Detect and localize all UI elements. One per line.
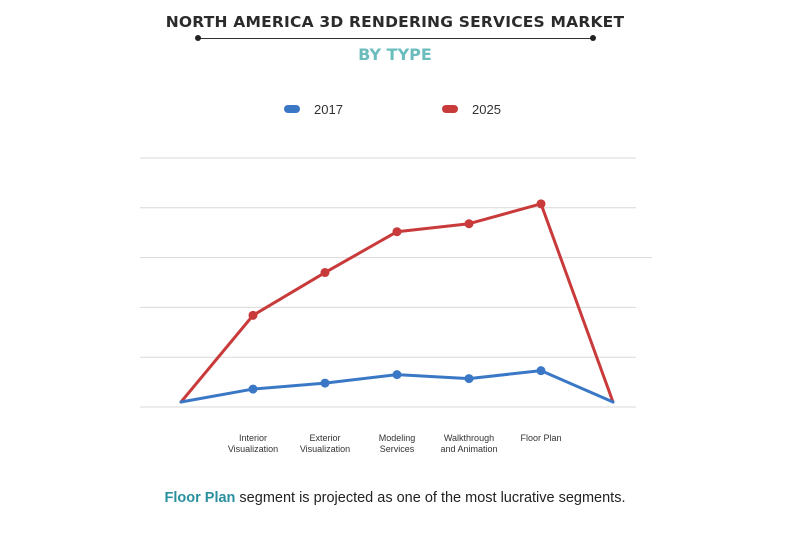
legend-swatch-2017 <box>284 105 300 113</box>
legend-label-2017: 2017 <box>314 101 343 117</box>
x-tick-label-line: Modeling <box>378 433 416 443</box>
data-point-2025[interactable] <box>320 268 330 278</box>
x-tick-label-line: and Animation <box>440 444 498 454</box>
data-point-2017[interactable] <box>536 366 546 376</box>
legend-label-2025: 2025 <box>472 101 501 117</box>
footer-highlight: Floor Plan <box>164 490 236 506</box>
x-tick-label-line: Exterior <box>309 433 341 443</box>
chart-subtitle: BY TYPE <box>358 45 432 64</box>
legend-swatch-2025 <box>442 105 458 113</box>
x-tick-label-line: Floor Plan <box>520 433 562 443</box>
x-tick-label-line: Visualization <box>227 444 279 454</box>
x-tick-label: Modeling Services <box>352 433 442 455</box>
x-tick-label: Exterior Visualization <box>280 433 370 455</box>
x-tick-label-line: Walkthrough <box>443 433 495 443</box>
data-point-2017[interactable] <box>248 384 258 394</box>
legend-item-2017: 2017 <box>284 101 343 117</box>
x-tick-label: Interior Visualization <box>208 433 298 455</box>
data-point-2017[interactable] <box>320 378 330 388</box>
x-tick-label-line: Visualization <box>299 444 351 454</box>
chart-title: NORTH AMERICA 3D RENDERING SERVICES MARK… <box>165 13 625 31</box>
x-tick-label: Floor Plan <box>496 433 586 444</box>
legend-item-2025: 2025 <box>442 101 501 117</box>
x-tick-label-line: Interior <box>238 433 267 443</box>
data-point-2017[interactable] <box>392 370 402 380</box>
data-point-2025[interactable] <box>392 227 402 237</box>
data-point-2025[interactable] <box>464 219 474 229</box>
footer-note: Floor Plan segment is projected as one o… <box>0 490 790 506</box>
x-tick-label-line: Services <box>379 444 415 454</box>
x-tick-label: Walkthrough and Animation <box>424 433 514 455</box>
divider-dot-right <box>590 35 596 41</box>
title-divider <box>198 38 593 39</box>
data-point-2025[interactable] <box>536 199 546 209</box>
footer-text: segment is projected as one of the most … <box>235 490 626 506</box>
data-point-2017[interactable] <box>464 374 474 384</box>
data-point-2025[interactable] <box>248 310 258 320</box>
divider-dot-left <box>195 35 201 41</box>
